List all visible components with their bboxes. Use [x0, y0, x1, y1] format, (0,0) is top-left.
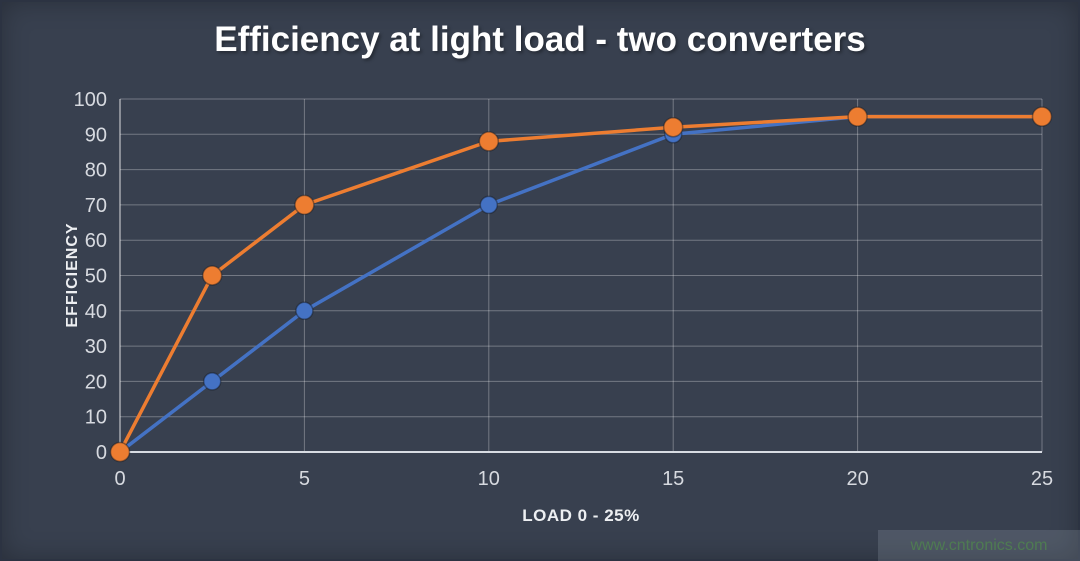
y-tick-label: 70 — [85, 195, 107, 217]
y-tick-label: 50 — [85, 266, 107, 288]
x-tick-label: 10 — [478, 468, 500, 490]
data-point-converter-orange — [478, 131, 500, 152]
chart-title: Efficiency at light load - two converter… — [214, 20, 866, 59]
x-tick-label: 0 — [114, 468, 125, 490]
x-tick-label: 25 — [1031, 468, 1053, 490]
data-point-converter-blue — [479, 195, 499, 215]
data-point-converter-blue — [202, 372, 222, 391]
x-tick-label: 20 — [846, 468, 868, 490]
y-tick-label: 20 — [85, 371, 107, 393]
series-line-converter-orange — [118, 114, 1042, 453]
data-point-converter-orange — [201, 265, 223, 286]
y-tick-label: 60 — [85, 230, 107, 252]
y-tick-label: 10 — [85, 407, 107, 429]
data-point-converter-blue — [295, 301, 314, 321]
y-tick-label: 80 — [85, 160, 107, 182]
y-tick-label: 100 — [74, 89, 107, 111]
x-axis-title: LOAD 0 - 25% — [522, 506, 640, 525]
data-point-converter-orange — [847, 106, 868, 127]
y-tick-label: 30 — [85, 336, 107, 358]
data-point-converter-orange — [1031, 106, 1053, 127]
watermark: www.cntronics.com — [878, 530, 1080, 561]
series-line-converter-blue — [118, 114, 1042, 454]
y-tick-label: 90 — [85, 124, 107, 146]
y-axis-title: EFFICIENCY — [64, 222, 81, 328]
y-tick-label: 40 — [85, 301, 107, 323]
data-point-converter-orange — [662, 116, 684, 138]
y-tick-label: 0 — [96, 442, 107, 464]
data-point-converter-orange — [294, 194, 315, 216]
data-point-converter-orange — [109, 441, 131, 463]
x-tick-label: 5 — [299, 468, 310, 490]
x-tick-label: 15 — [662, 468, 684, 490]
